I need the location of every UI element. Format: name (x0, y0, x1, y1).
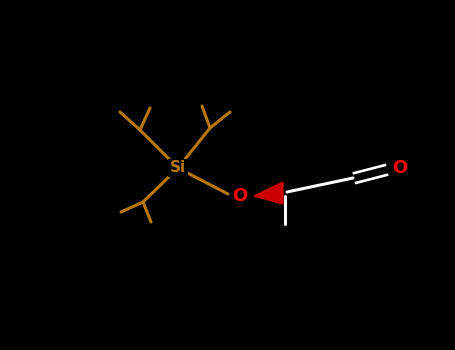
Text: O: O (392, 159, 408, 177)
Text: O: O (233, 187, 248, 205)
Polygon shape (254, 182, 283, 204)
Text: Si: Si (170, 161, 186, 175)
